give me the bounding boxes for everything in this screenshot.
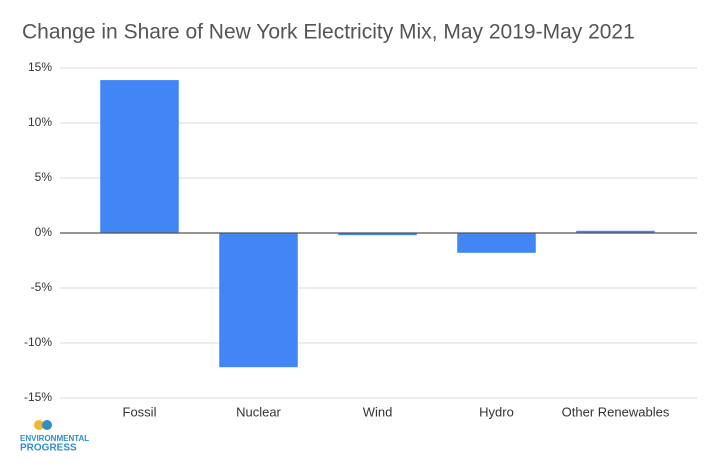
y-tick-label: 10%	[28, 115, 52, 129]
x-tick-label: Fossil	[123, 404, 157, 419]
x-tick-label: Other Renewables	[562, 404, 670, 419]
logo-icon	[42, 420, 52, 430]
bar	[338, 233, 417, 236]
y-tick-label: -15%	[24, 390, 52, 404]
y-tick-label: 5%	[35, 170, 53, 184]
logo-icon	[34, 420, 44, 430]
bar	[219, 233, 298, 368]
y-tick-label: -10%	[24, 335, 52, 349]
chart-title: Change in Share of New York Electricity …	[22, 21, 635, 44]
x-tick-label: Nuclear	[236, 404, 281, 419]
bar	[100, 80, 179, 233]
x-tick-label: Wind	[363, 404, 393, 419]
bar	[457, 233, 536, 253]
y-tick-label: 15%	[28, 60, 52, 74]
logo-text: ENVIRONMENTAL	[20, 434, 89, 443]
x-tick-label: Hydro	[479, 404, 514, 419]
y-tick-label: 0%	[35, 225, 53, 239]
logo: ENVIRONMENTAL PROGRESS	[20, 420, 89, 454]
logo-text: PROGRESS	[20, 443, 77, 454]
y-tick-label: -5%	[31, 280, 53, 294]
bar	[576, 230, 655, 233]
